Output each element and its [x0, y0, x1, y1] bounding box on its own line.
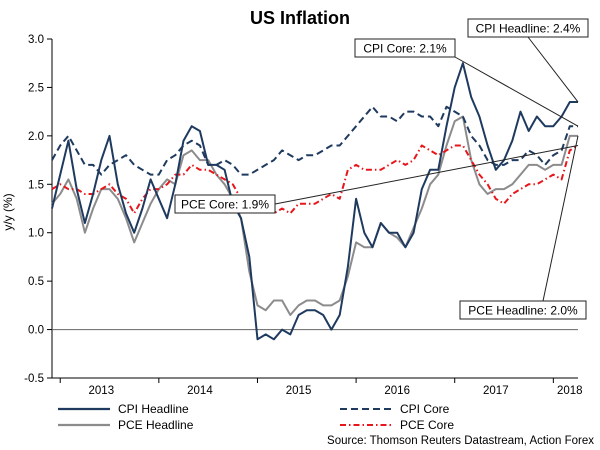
y-tick-label: -0.5	[24, 373, 44, 385]
series-line-pce-core	[51, 144, 579, 215]
legend-item-cpi-core: CPI Core	[340, 402, 450, 416]
x-tick-label: 2018	[557, 385, 583, 397]
y-axis-label: y/y (%)	[1, 193, 15, 230]
series-line-pce-headline	[51, 115, 578, 316]
annotation-leader	[542, 135, 579, 302]
annotation-label: PCE Headline: 2.0%	[468, 304, 578, 318]
x-tick-label: 2015	[286, 385, 312, 397]
x-tick-label: 2013	[89, 385, 115, 397]
annotation-leader	[274, 145, 579, 205]
annotation-label: CPI Core: 2.1%	[363, 42, 447, 56]
annotation-box	[174, 194, 276, 214]
annotation-label: PCE Core: 1.9%	[181, 198, 269, 212]
annotation-label: CPI Headline: 2.4%	[476, 22, 581, 36]
y-tick-label: 3.0	[28, 34, 44, 46]
annotation-leader	[527, 36, 579, 103]
y-axis-ticks: 3.0 2.5 2.0 1.5 1.0 0.5 0.0 -0.5	[24, 34, 52, 385]
y-tick-label: 0.5	[28, 276, 44, 288]
legend-label-cpi-headline: CPI Headline	[118, 402, 189, 416]
legend-label-pce-headline: PCE Headline	[118, 418, 194, 432]
x-tick-label: 2016	[384, 385, 410, 397]
x-tick-label: 2014	[187, 385, 213, 397]
chart-title: US Inflation	[250, 8, 350, 28]
annotation-box	[467, 18, 589, 38]
annotation-box	[354, 38, 456, 58]
legend-label-cpi-core: CPI Core	[400, 402, 450, 416]
legend-item-pce-core: PCE Core	[340, 418, 454, 432]
legend-label-pce-core: PCE Core	[400, 418, 454, 432]
series-layer	[51, 62, 579, 341]
series-line-cpi-headline	[51, 62, 578, 341]
x-tick-label: 2017	[483, 385, 509, 397]
y-tick-label: 1.0	[28, 228, 44, 240]
y-tick-label: 2.0	[28, 131, 44, 143]
annotation-box	[459, 300, 587, 320]
y-tick-label: 1.5	[28, 179, 44, 191]
y-tick-label: 2.5	[28, 82, 44, 94]
legend: CPI Headline PCE Headline CPI Core PCE C…	[58, 402, 454, 432]
legend-item-cpi-headline: CPI Headline	[58, 402, 189, 416]
x-axis-ticks: 2013 2014 2015 2016 2017 2018	[59, 378, 583, 397]
y-tick-label: 0.0	[28, 325, 44, 337]
annotation-layer: CPI Headline: 2.4% CPI Core: 2.1% PCE Core…	[174, 18, 589, 320]
annotation-leader	[454, 56, 579, 127]
source-note: Source: Thomson Reuters Datastream, Acti…	[327, 435, 594, 447]
legend-item-pce-headline: PCE Headline	[58, 418, 194, 432]
series-line-cpi-core	[51, 105, 578, 176]
